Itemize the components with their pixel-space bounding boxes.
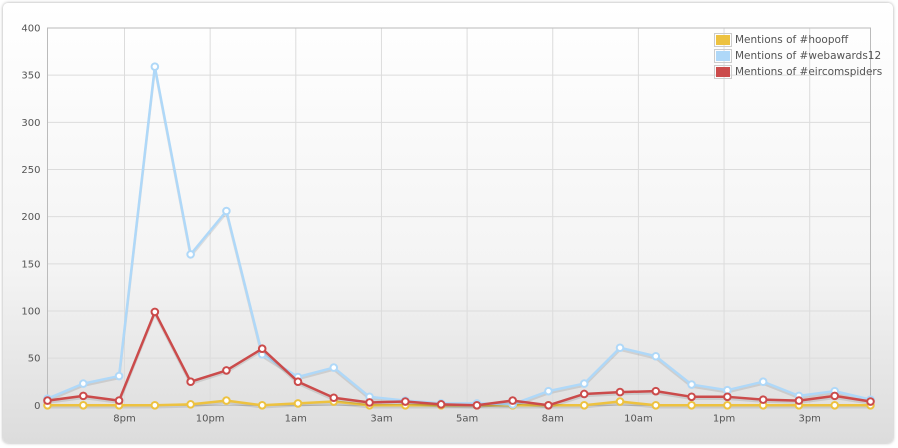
data-point xyxy=(687,401,696,410)
data-point xyxy=(150,307,160,317)
x-tick-label: 3pm xyxy=(798,413,820,424)
x-tick-label: 8am xyxy=(542,413,564,424)
legend-label: Mentions of #hoopoff xyxy=(735,34,849,46)
series-shadow xyxy=(47,401,871,409)
data-point xyxy=(186,377,195,387)
y-tick-label: 0 xyxy=(34,401,40,412)
legend-item: Mentions of #webawards12 xyxy=(714,48,882,64)
legend-item: Mentions of #hoopoff xyxy=(714,32,882,48)
data-point xyxy=(222,396,231,405)
data-point xyxy=(508,396,517,405)
data-point xyxy=(150,401,160,410)
legend: Mentions of #hoopoff Mentions of #webawar… xyxy=(714,32,882,80)
data-point xyxy=(687,392,696,402)
data-point xyxy=(150,62,160,71)
chart-panel xyxy=(3,3,893,443)
data-point xyxy=(579,401,589,410)
data-point xyxy=(43,396,52,405)
y-tick-label: 200 xyxy=(21,212,40,223)
x-tick-label: 8pm xyxy=(113,413,135,424)
data-point xyxy=(329,363,339,372)
legend-swatch xyxy=(714,65,732,79)
y-tick-label: 100 xyxy=(21,306,40,317)
data-point xyxy=(687,380,696,389)
data-point xyxy=(78,391,88,401)
data-point xyxy=(579,379,589,388)
data-point xyxy=(544,386,553,396)
series-shadow xyxy=(47,310,871,409)
x-tick-label: 10pm xyxy=(196,413,225,424)
data-point xyxy=(615,343,625,353)
x-tick-label: 1am xyxy=(285,413,307,424)
data-point xyxy=(651,351,661,361)
data-point xyxy=(615,387,625,397)
data-point xyxy=(78,401,88,410)
data-point xyxy=(830,401,840,410)
data-point xyxy=(222,206,231,216)
data-point xyxy=(579,389,589,399)
x-tick-label: 3am xyxy=(370,413,392,424)
data-point xyxy=(830,391,840,401)
y-tick-label: 50 xyxy=(28,354,41,365)
data-point xyxy=(293,399,303,408)
data-point xyxy=(329,393,339,403)
legend-swatch xyxy=(714,33,732,47)
data-point xyxy=(723,401,732,410)
legend-swatch xyxy=(714,49,732,63)
data-point xyxy=(794,396,804,405)
legend-label: Mentions of #eircomspiders xyxy=(735,66,883,78)
data-point xyxy=(222,366,231,375)
data-point xyxy=(293,377,303,387)
data-point xyxy=(186,400,195,409)
x-tick-label: 5am xyxy=(456,413,478,424)
data-point xyxy=(114,396,124,405)
data-point xyxy=(723,392,732,402)
y-tick-label: 250 xyxy=(21,165,40,176)
y-tick-label: 150 xyxy=(21,259,40,270)
x-tick-label: 10am xyxy=(624,413,653,424)
data-point xyxy=(651,401,661,410)
data-point xyxy=(472,401,482,410)
x-tick-label: 1pm xyxy=(713,413,735,424)
data-point xyxy=(401,397,410,406)
data-point xyxy=(257,344,267,354)
data-point xyxy=(186,250,195,259)
y-tick-label: 400 xyxy=(21,24,40,35)
data-point xyxy=(758,395,768,404)
data-point xyxy=(651,386,661,396)
data-point xyxy=(436,400,446,409)
data-point xyxy=(78,379,88,388)
y-tick-label: 350 xyxy=(21,71,40,82)
legend-item: Mentions of #eircomspiders xyxy=(714,64,882,80)
series-line-2 xyxy=(47,65,871,406)
data-point xyxy=(866,397,875,406)
series-line-3 xyxy=(47,310,871,407)
y-tick-label: 300 xyxy=(21,118,40,129)
data-point xyxy=(257,401,267,410)
series-shadow xyxy=(47,68,871,408)
data-point xyxy=(615,397,625,406)
data-point xyxy=(365,398,374,407)
data-point xyxy=(758,377,768,387)
legend-label: Mentions of #webawards12 xyxy=(735,50,882,62)
data-point xyxy=(114,371,124,381)
data-point xyxy=(544,401,553,410)
